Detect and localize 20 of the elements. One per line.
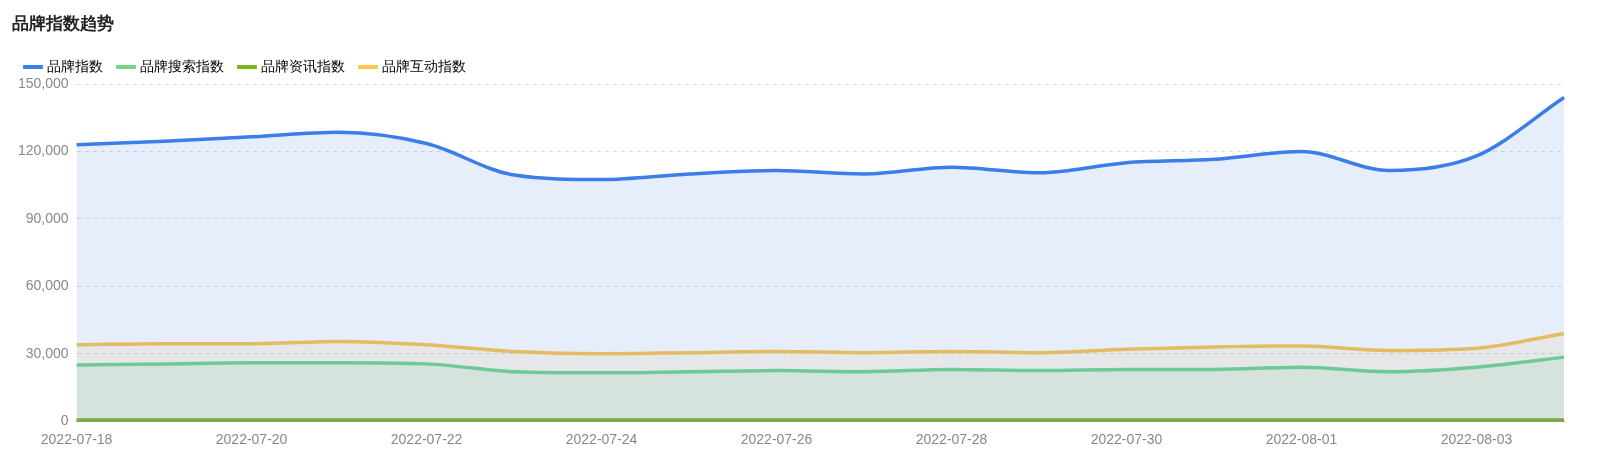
- x-tick-label: 2022-07-24: [565, 431, 638, 448]
- x-tick-label: 2022-07-26: [740, 431, 813, 448]
- y-tick-label: 120,000: [18, 142, 69, 159]
- y-tick-label: 60,000: [25, 277, 69, 294]
- x-tick-label: 2022-08-01: [1265, 431, 1338, 448]
- y-tick-label: 30,000: [25, 344, 69, 361]
- x-tick-label: 2022-07-28: [915, 431, 988, 448]
- legend-label: 品牌互动指数: [382, 57, 466, 74]
- x-tick-label: 2022-07-22: [390, 431, 463, 448]
- legend-label: 品牌资讯指数: [261, 57, 345, 74]
- y-tick-label: 90,000: [25, 209, 69, 226]
- legend-label: 品牌搜索指数: [140, 57, 224, 74]
- chart-title: 品牌指数趋势: [12, 12, 114, 35]
- y-tick-label: 150,000: [18, 74, 69, 91]
- x-tick-label: 2022-07-30: [1090, 431, 1163, 448]
- x-tick-label: 2022-08-03: [1440, 431, 1513, 448]
- y-tick-label: 0: [60, 412, 69, 429]
- x-tick-label: 2022-07-20: [215, 431, 288, 448]
- legend-label: 品牌指数: [47, 57, 103, 74]
- x-tick-label: 2022-07-18: [40, 431, 113, 448]
